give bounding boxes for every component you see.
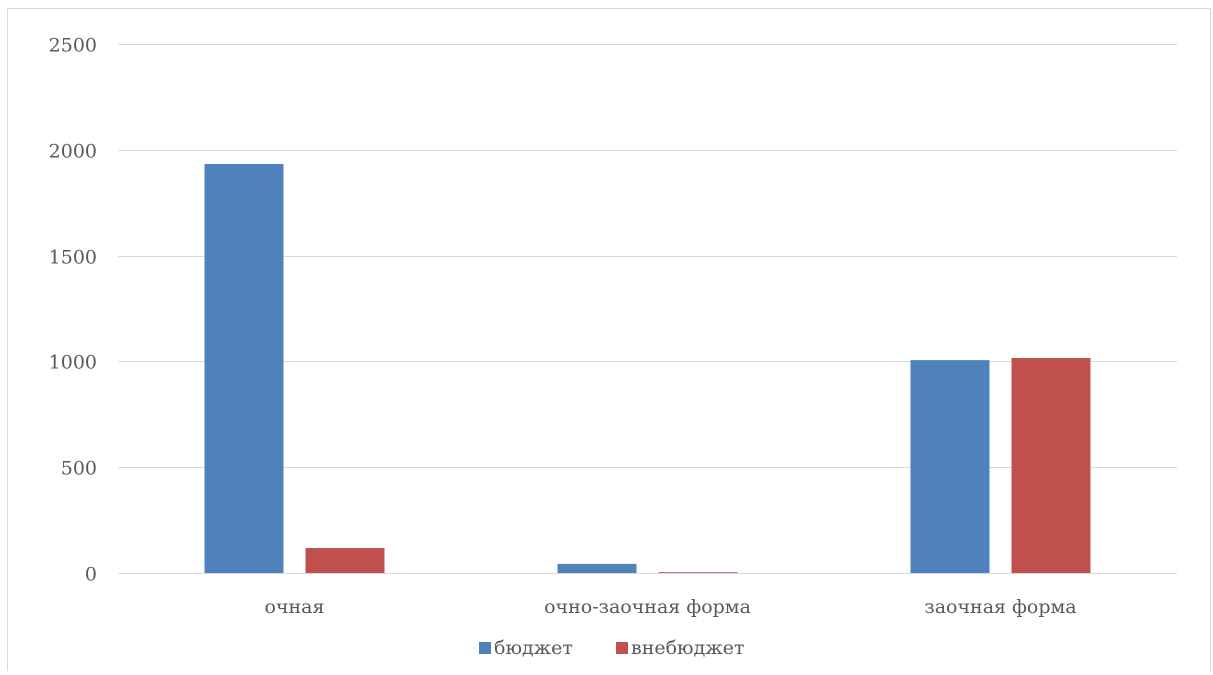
bar-budget-2: [910, 360, 990, 573]
x-tick-label: очная: [265, 596, 325, 618]
y-tick-label: 0: [85, 564, 97, 586]
bars: [204, 163, 1091, 573]
y-tick-label: 2500: [49, 35, 97, 57]
y-tick-label: 2000: [49, 141, 97, 163]
legend-label: внебюджет: [631, 637, 745, 659]
x-tick-label: очно-заочная форма: [544, 596, 751, 618]
bar-extrabudget-0: [305, 548, 385, 573]
y-tick-label: 1500: [49, 247, 97, 269]
legend-label: бюджет: [494, 637, 573, 659]
gridlines: [118, 44, 1177, 574]
bar-budget-1: [557, 563, 637, 573]
legend-item: бюджет: [479, 637, 573, 659]
y-axis-tick-labels: 0 500 1000 1500 2000 2500: [49, 35, 97, 586]
y-tick-label: 1000: [49, 352, 97, 374]
bar-extrabudget-1: [658, 572, 738, 573]
x-axis-tick-labels: очная очно-заочная форма заочная форма: [265, 596, 1077, 618]
y-tick-label: 500: [61, 458, 97, 480]
legend-swatch: [616, 642, 628, 654]
bar-extrabudget-2: [1011, 358, 1091, 573]
legend: бюджет внебюджет: [479, 637, 745, 659]
x-tick-label: заочная форма: [924, 596, 1076, 618]
legend-item: внебюджет: [616, 637, 745, 659]
legend-swatch: [479, 642, 491, 654]
bar-budget-0: [204, 163, 284, 573]
